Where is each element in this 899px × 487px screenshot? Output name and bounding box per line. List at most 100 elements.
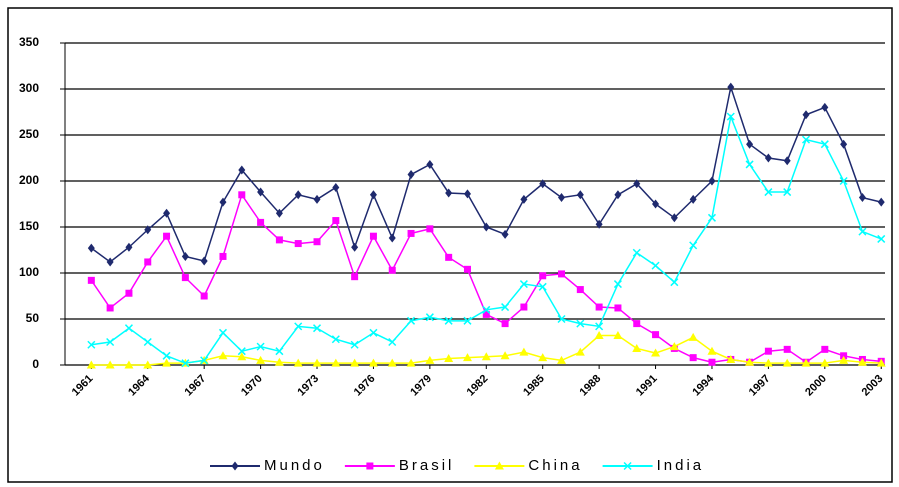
legend-marker <box>623 461 632 471</box>
data-point <box>595 322 604 331</box>
y-tick-label: 200 <box>19 173 39 187</box>
data-point <box>312 324 322 333</box>
data-point <box>839 355 849 364</box>
data-point <box>688 332 698 341</box>
data-point <box>764 188 773 197</box>
data-point <box>576 190 584 200</box>
data-point <box>144 258 152 266</box>
data-point <box>614 190 622 200</box>
data-point <box>538 353 548 362</box>
data-point <box>388 266 396 274</box>
data-point <box>783 345 791 353</box>
data-point <box>257 218 265 226</box>
data-point <box>763 358 773 367</box>
data-point <box>275 208 283 218</box>
data-point <box>877 234 886 243</box>
y-tick-label: 300 <box>19 81 39 95</box>
data-point <box>745 357 755 366</box>
data-point <box>651 261 660 270</box>
data-point <box>670 278 679 287</box>
data-point <box>143 360 153 369</box>
data-point <box>482 222 490 232</box>
legend-label: Mundo <box>264 457 325 474</box>
data-point <box>613 331 623 340</box>
data-point <box>840 139 848 149</box>
data-point <box>595 219 603 229</box>
data-point <box>163 208 171 218</box>
data-point <box>500 351 510 360</box>
data-point <box>764 347 772 355</box>
data-point <box>519 280 528 289</box>
data-point <box>820 140 829 149</box>
data-point <box>143 337 152 347</box>
data-point <box>106 337 115 347</box>
data-point <box>238 191 246 199</box>
data-point <box>652 199 660 209</box>
data-point <box>105 360 115 369</box>
data-point <box>651 348 661 357</box>
data-point <box>538 282 547 291</box>
data-point <box>426 225 434 233</box>
y-tick-label: 50 <box>26 311 40 325</box>
data-point <box>200 356 209 365</box>
data-point <box>218 351 228 360</box>
data-point <box>293 358 303 367</box>
data-point <box>783 156 791 166</box>
data-point <box>163 232 171 240</box>
data-point <box>238 165 246 175</box>
data-point <box>877 197 885 207</box>
data-point <box>558 270 566 278</box>
data-point <box>501 303 510 312</box>
data-point <box>689 241 698 250</box>
data-point <box>594 331 604 340</box>
data-point <box>407 316 416 325</box>
data-point <box>575 347 585 356</box>
data-point <box>689 354 697 362</box>
data-point <box>275 236 283 244</box>
data-point <box>406 358 416 367</box>
data-point <box>463 189 471 199</box>
data-point <box>557 355 567 364</box>
data-point <box>162 351 171 360</box>
y-tick-label: 350 <box>19 35 39 49</box>
data-point <box>595 303 603 311</box>
data-point <box>520 303 528 311</box>
legend-marker <box>366 462 374 470</box>
data-point <box>858 193 866 203</box>
data-point <box>351 273 359 281</box>
data-point <box>125 289 133 297</box>
data-point <box>313 238 321 246</box>
data-point <box>218 328 228 337</box>
data-point <box>801 358 811 367</box>
data-point <box>858 227 867 236</box>
data-point <box>162 358 172 367</box>
data-point <box>200 292 208 300</box>
y-tick-label: 100 <box>19 265 39 279</box>
data-point <box>368 358 378 367</box>
data-point <box>313 194 321 204</box>
data-point <box>481 352 491 361</box>
data-point <box>200 256 208 266</box>
data-point <box>633 179 641 189</box>
data-point <box>332 182 340 192</box>
data-point <box>519 347 529 356</box>
data-point <box>275 347 284 356</box>
data-point <box>444 354 454 363</box>
data-point <box>350 358 360 367</box>
data-point <box>520 194 528 204</box>
data-point <box>821 102 829 112</box>
data-point <box>331 335 340 344</box>
data-point <box>782 358 792 367</box>
data-point <box>237 347 246 356</box>
data-point <box>689 194 697 204</box>
data-point <box>463 265 471 273</box>
data-point <box>857 357 867 366</box>
legend-label: China <box>528 457 582 474</box>
data-point <box>576 319 585 328</box>
data-point <box>462 353 472 362</box>
data-point <box>482 305 491 314</box>
data-point <box>633 320 641 328</box>
data-point <box>219 197 227 207</box>
data-point <box>801 135 811 144</box>
data-point <box>407 170 415 180</box>
